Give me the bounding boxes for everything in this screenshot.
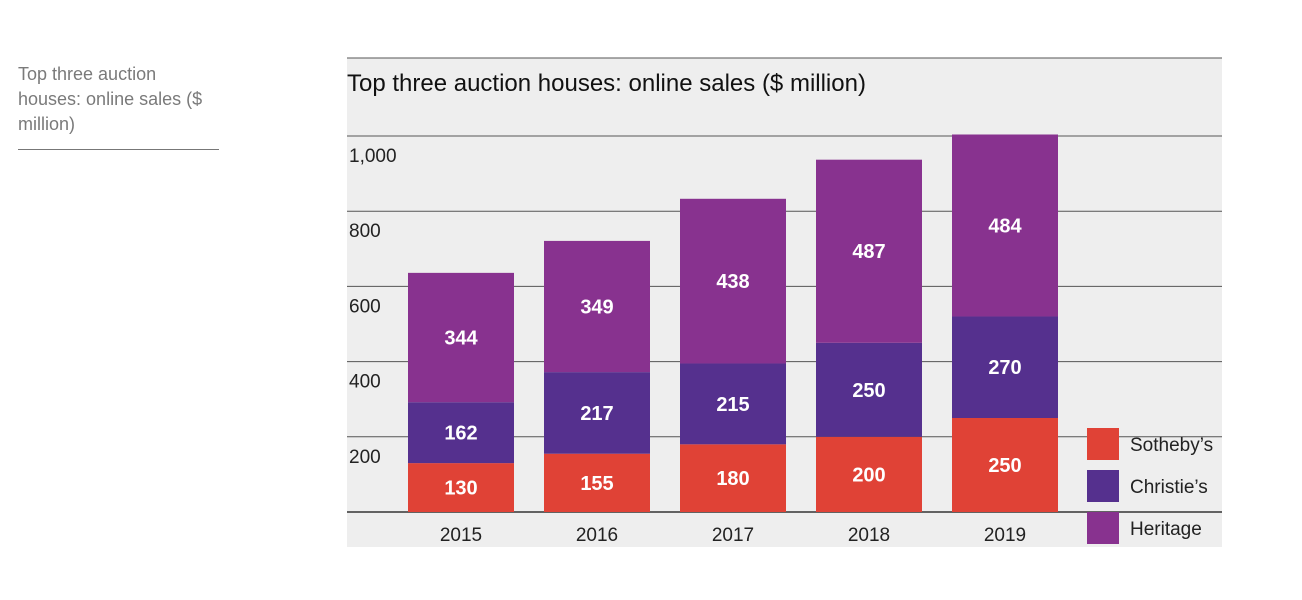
bar-segment [408, 463, 514, 512]
bar-segment [816, 342, 922, 437]
bar-segment [408, 272, 514, 403]
x-tick-label: 2017 [712, 525, 754, 546]
bar-value-label: 438 [716, 271, 749, 293]
bar-value-label: 155 [580, 473, 613, 495]
sidebar-caption: Top three auction houses: online sales (… [18, 64, 203, 134]
legend-label: Christie’s [1130, 477, 1208, 498]
bar-value-label: 215 [716, 394, 749, 416]
bar-segment [680, 444, 786, 512]
bar-value-label: 200 [852, 464, 885, 486]
bar-segment [952, 134, 1058, 317]
x-tick-label: 2018 [848, 525, 890, 546]
bar-segment [952, 316, 1058, 418]
bars: 130 162 344 155 217 349 180 215 438 200 250 487 250 2… [408, 134, 1058, 512]
bar-value-label: 344 [444, 328, 478, 350]
x-tick-label: 2019 [984, 525, 1026, 546]
bar-value-label: 217 [580, 403, 613, 425]
bar-segment [544, 372, 650, 454]
bar-value-label: 349 [580, 297, 613, 319]
bar-value-label: 162 [444, 423, 477, 445]
bar-segment [680, 363, 786, 445]
bar-segment [544, 453, 650, 512]
y-tick-label: 1,000 [349, 146, 397, 167]
bar-value-label: 270 [988, 357, 1021, 379]
y-tick-label: 800 [349, 221, 381, 242]
x-tick-label: 2016 [576, 525, 618, 546]
bar-segment [544, 240, 650, 373]
bar-value-label: 130 [444, 478, 477, 500]
legend-label: Sotheby’s [1130, 435, 1213, 456]
x-tick-label: 2015 [440, 525, 482, 546]
bar-segment [408, 402, 514, 464]
chart-title: Top three auction houses: online sales (… [347, 70, 866, 97]
bar-segment [816, 159, 922, 343]
bar-value-label: 250 [852, 380, 885, 402]
y-tick-label: 200 [349, 447, 381, 468]
bar-value-label: 180 [716, 468, 749, 490]
bar-segment [952, 418, 1058, 512]
legend: Sotheby’s Christie’s Heritage [1087, 428, 1213, 544]
y-tick-label: 400 [349, 372, 381, 393]
legend-swatch [1087, 512, 1119, 544]
bar-segment [816, 436, 922, 512]
y-tick-label: 600 [349, 296, 381, 317]
legend-swatch [1087, 428, 1119, 460]
sidebar-divider [18, 149, 219, 150]
legend-swatch [1087, 470, 1119, 502]
bar-value-label: 487 [852, 241, 885, 263]
bar-value-label: 250 [988, 455, 1021, 477]
bar-segment [680, 198, 786, 364]
bar-value-label: 484 [988, 215, 1022, 237]
x-axis: 2015 2016 2017 2018 2019 [440, 525, 1026, 546]
legend-label: Heritage [1130, 519, 1202, 540]
